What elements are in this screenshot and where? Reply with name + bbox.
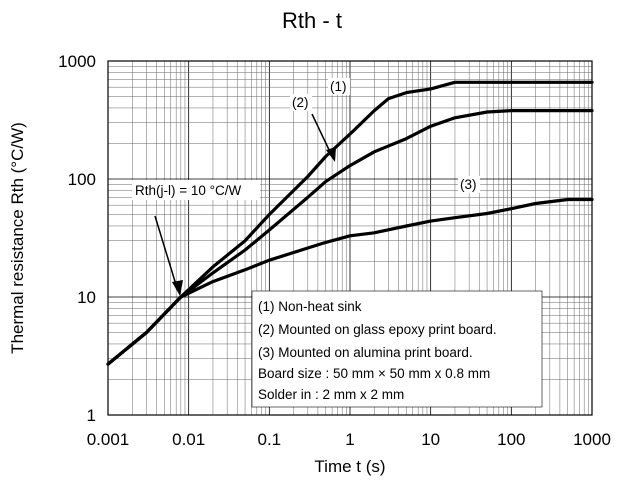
rth-jl-label: Rth(j-l) = 10 °C/W — [135, 183, 242, 198]
series-line-1 — [106, 80, 594, 366]
legend-item-1: (1) Non-heat sink — [258, 299, 362, 314]
label-2-arrowhead — [326, 147, 336, 162]
y-tick-label: 10 — [77, 288, 96, 307]
x-tick-labels: 0.001 0.01 0.1 1 10 100 1000 — [87, 430, 611, 449]
label-2-bg — [290, 94, 312, 111]
series-line-2 — [106, 108, 594, 366]
series-lines — [106, 80, 594, 366]
label-2-arrow — [311, 113, 332, 155]
legend-item-3: (3) Mounted on alumina print board. — [258, 345, 473, 360]
x-tick-label: 100 — [497, 430, 525, 449]
legend-board-size: Board size : 50 mm × 50 mm x 0.8 mm — [258, 366, 490, 381]
chart-title: Rth - t — [282, 8, 342, 33]
legend-solder: Solder in : 2 mm x 2 mm — [258, 387, 404, 402]
label-3-bg — [458, 176, 480, 193]
x-tick-label: 0.01 — [172, 430, 205, 449]
label-1-bg — [328, 78, 350, 95]
x-tick-label: 10 — [421, 430, 440, 449]
y-tick-label: 100 — [68, 170, 96, 189]
y-axis-label: Thermal resistance Rth (°C/W) — [8, 122, 27, 354]
label-3: (3) — [460, 177, 477, 192]
y-tick-label: 1 — [87, 406, 96, 425]
rth-jl-label-bg — [132, 180, 260, 200]
legend: (1) Non-heat sink (2) Mounted on glass e… — [258, 299, 497, 402]
legend-item-2: (2) Mounted on glass epoxy print board. — [258, 322, 497, 337]
label-2: (2) — [292, 95, 309, 110]
y-tick-labels: 1 10 100 1000 — [58, 52, 96, 425]
x-tick-label: 1 — [345, 430, 354, 449]
rth-jl-arrowhead — [172, 280, 183, 296]
x-tick-label: 0.1 — [258, 430, 282, 449]
x-tick-label: 0.001 — [87, 430, 130, 449]
x-axis-label: Time t (s) — [314, 457, 385, 476]
series-line-3 — [106, 197, 594, 366]
legend-box — [251, 290, 543, 408]
rth-jl-arrow — [154, 215, 178, 289]
y-tick-label: 1000 — [58, 52, 96, 71]
x-tick-label: 1000 — [573, 430, 611, 449]
plot-frame — [107, 60, 593, 416]
label-1: (1) — [330, 79, 347, 94]
